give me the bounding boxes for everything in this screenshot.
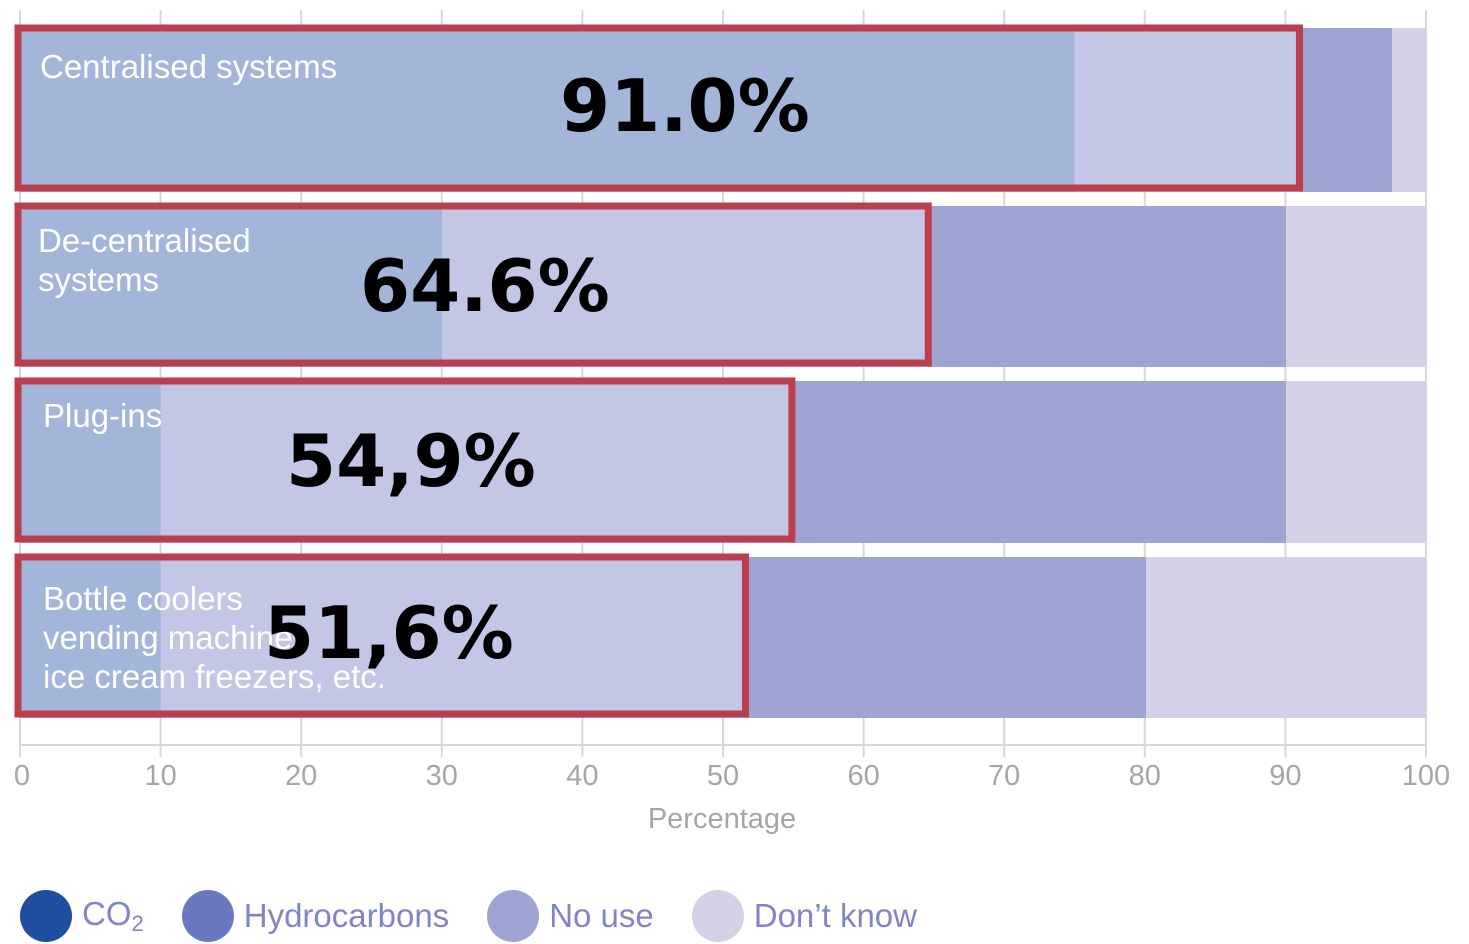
bar-segment-dont-know-tail (1146, 557, 1426, 718)
bar-segment-no-use (20, 206, 442, 367)
legend-swatch-hydrocarbons (181, 890, 234, 942)
bar-segment-dont-know-tail (1392, 28, 1426, 192)
category-label-centralised: Centralised systems (40, 48, 338, 85)
legend-swatch-dont-know (691, 890, 744, 942)
overlay-value-decentralised: 64.6% (360, 244, 610, 328)
bar-segment-no-use (20, 381, 161, 543)
x-tick-label: 80 (1128, 760, 1161, 792)
bar-segment-dont-know (1074, 28, 1300, 192)
category-label-plugins: Plug-ins (43, 397, 163, 434)
x-tick-label: 20 (285, 760, 318, 792)
x-tick-label: 40 (566, 760, 599, 792)
highlight-box (14, 202, 932, 367)
legend-swatch-co2 (20, 890, 72, 942)
bar-segment-dont-know-tail (1286, 381, 1426, 543)
x-tick-label: 60 (847, 760, 880, 792)
bar-segment-dont-know-tail (1286, 206, 1426, 367)
overlay-value-plugins: 54,9% (286, 419, 536, 503)
highlight-box (14, 24, 1303, 192)
x-tick-label: 30 (425, 760, 458, 792)
legend: CO2 Hydrocarbons No use Don’t know (20, 888, 955, 944)
legend-item-co2: CO2 (20, 890, 144, 942)
x-tick-label: 70 (988, 760, 1021, 792)
overlay-value-centralised: 91.0% (560, 64, 810, 148)
category-label-bottle-coolers: Bottle coolers vending machines ice crea… (43, 580, 386, 695)
legend-item-hydrocarbons: Hydrocarbons (181, 890, 450, 942)
legend-label-co2: CO2 (82, 895, 144, 936)
bar-segment-dont-know (160, 557, 746, 718)
x-tick-label: 90 (1269, 760, 1302, 792)
legend-swatch-no-use (487, 890, 540, 942)
bar-segment-dont-know (441, 206, 929, 367)
legend-label-dont-know: Don’t know (753, 897, 917, 934)
category-label-decentralised: De-centralised systems (38, 222, 251, 298)
legend-item-dont-know: Don’t know (691, 890, 917, 942)
bar-segment-dont-know (160, 381, 792, 543)
x-tick-label: 0 (13, 760, 31, 792)
x-tick-label: 100 (1401, 760, 1451, 792)
overlay-value-bottle-coolers: 51,6% (264, 591, 514, 675)
highlight-box (14, 553, 749, 718)
x-tick-label: 10 (144, 760, 177, 792)
legend-item-no-use: No use (487, 890, 654, 942)
legend-label-hydrocarbons: Hydrocarbons (243, 897, 450, 934)
legend-label-no-use: No use (549, 897, 654, 934)
bar-segment-no-use (20, 28, 1075, 192)
x-axis-label: Percentage (647, 803, 797, 835)
x-tick-label: 50 (706, 760, 740, 792)
highlight-box (14, 377, 796, 543)
bar-segment-no-use (20, 557, 161, 718)
